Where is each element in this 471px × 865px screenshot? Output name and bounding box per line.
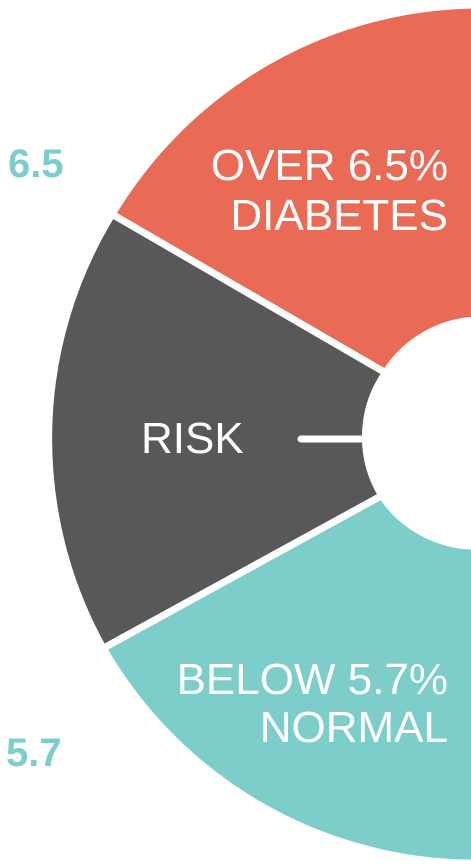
normal-label-line2: NORMAL (260, 703, 448, 752)
diabetes-label-line2: DIABETES (230, 191, 448, 240)
diabetes-label-line1: OVER 6.5% (211, 141, 448, 190)
threshold-upper-label: 6.5 (8, 142, 64, 186)
diabetes-segment (107, 1, 471, 378)
risk-segment (45, 209, 391, 654)
threshold-lower-label: 5.7 (6, 731, 62, 775)
normal-segment (98, 490, 471, 865)
normal-label-line1: BELOW 5.7% (177, 655, 448, 704)
risk-label: RISK (141, 414, 244, 463)
